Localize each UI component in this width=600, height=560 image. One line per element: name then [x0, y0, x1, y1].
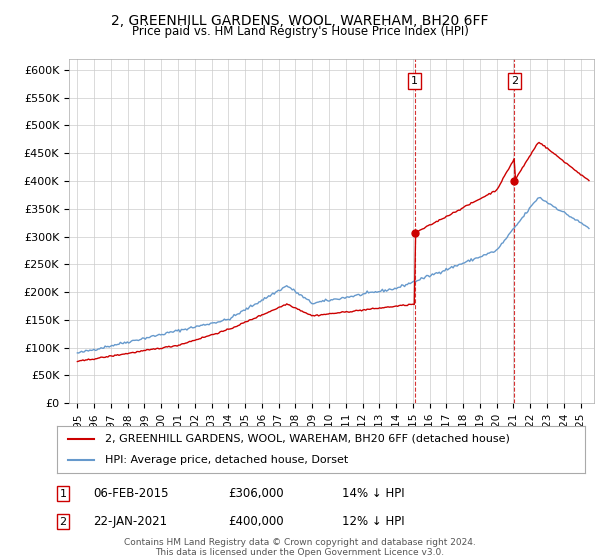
Text: 12% ↓ HPI: 12% ↓ HPI [342, 515, 404, 529]
Text: £400,000: £400,000 [228, 515, 284, 529]
Text: Price paid vs. HM Land Registry's House Price Index (HPI): Price paid vs. HM Land Registry's House … [131, 25, 469, 38]
Text: 2: 2 [511, 76, 518, 86]
Text: 1: 1 [59, 489, 67, 499]
Text: 06-FEB-2015: 06-FEB-2015 [93, 487, 169, 501]
Text: Contains HM Land Registry data © Crown copyright and database right 2024.
This d: Contains HM Land Registry data © Crown c… [124, 538, 476, 557]
Text: 1: 1 [411, 76, 418, 86]
Text: 2, GREENHILL GARDENS, WOOL, WAREHAM, BH20 6FF (detached house): 2, GREENHILL GARDENS, WOOL, WAREHAM, BH2… [104, 434, 509, 444]
Text: 2, GREENHILL GARDENS, WOOL, WAREHAM, BH20 6FF: 2, GREENHILL GARDENS, WOOL, WAREHAM, BH2… [111, 14, 489, 28]
Text: 14% ↓ HPI: 14% ↓ HPI [342, 487, 404, 501]
Text: 2: 2 [59, 517, 67, 527]
Text: £306,000: £306,000 [228, 487, 284, 501]
Text: 22-JAN-2021: 22-JAN-2021 [93, 515, 167, 529]
Text: HPI: Average price, detached house, Dorset: HPI: Average price, detached house, Dors… [104, 455, 348, 465]
